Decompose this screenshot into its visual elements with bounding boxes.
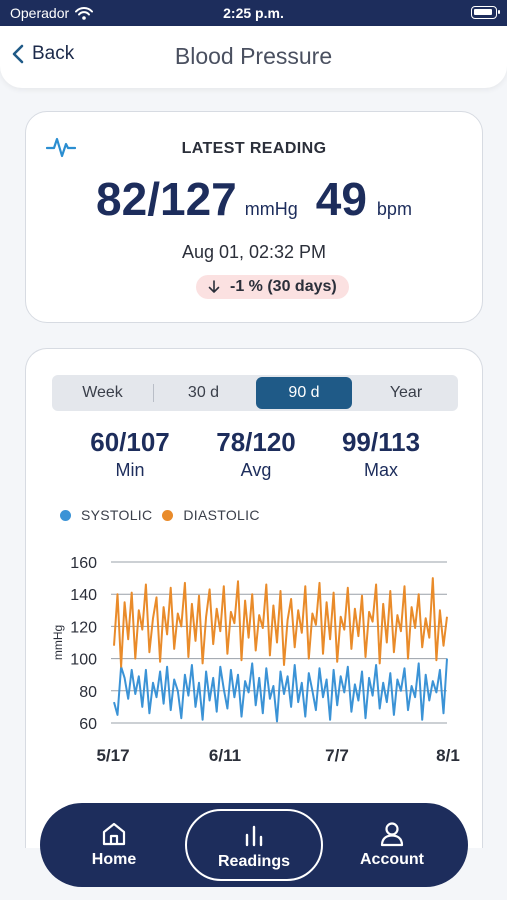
y-tick-label: 60 (79, 716, 97, 733)
pressure-unit: mmHg (244, 199, 298, 219)
stat-min-value: 60/107 (90, 427, 170, 457)
y-tick-label: 160 (70, 555, 97, 572)
x-tick-label: 7/7 (325, 746, 349, 765)
change-badge: -1 % (30 days) (196, 275, 349, 299)
clock: 2:25 p.m. (223, 5, 284, 21)
change-text: -1 % (30 days) (230, 278, 337, 295)
battery-icon (471, 6, 500, 19)
legend-systolic-label: SYSTOLIC (81, 507, 153, 523)
page-title: Blood Pressure (174, 43, 333, 69)
y-tick-label: 80 (79, 684, 97, 701)
stat-avg: 78/120 Avg (186, 427, 326, 481)
home-icon (102, 822, 126, 846)
bottom-tab-bar: Home Readings Account (40, 803, 468, 887)
stat-min-label: Min (115, 460, 145, 480)
range-tab-90d[interactable]: 90 d (256, 377, 352, 409)
x-tick-label: 6/11 (209, 746, 241, 765)
heartbeat-icon (46, 137, 76, 158)
stat-max-label: Max (363, 460, 398, 480)
tab-home-label: Home (91, 851, 137, 868)
tab-readings-label: Readings (217, 853, 290, 870)
series-line-systolic (113, 658, 448, 723)
diastolic-dot-icon (162, 509, 174, 521)
legend-item-diastolic: DIASTOLIC (162, 507, 259, 523)
tab-account-label: Account (360, 851, 424, 868)
x-tick-label: 5/17 (96, 746, 129, 765)
bp-chart: 60 80 100 120 140 160 mmHg 5/17 6/11 7/7 8/1 (51, 555, 460, 765)
reading-row: 82/127 mmHg 49 bpm (26, 172, 482, 226)
pulse-unit: bpm (376, 199, 412, 219)
range-tab-30d[interactable]: 30 d (187, 384, 220, 401)
bar-chart-icon (245, 825, 263, 847)
history-card: Week 30 d 90 d Year 60/107 Min 78/120 Av… (25, 348, 483, 848)
nav-header: Back Blood Pressure (0, 26, 507, 88)
legend-diastolic-label: DIASTOLIC (183, 507, 260, 523)
legend-item-systolic: SYSTOLIC (60, 507, 152, 523)
y-axis-label: mmHg (51, 625, 65, 660)
stat-max: 99/113 Max (311, 427, 451, 481)
pulse-value: 49 (315, 173, 367, 225)
segment-divider (153, 384, 154, 402)
wifi-icon (75, 6, 94, 20)
y-tick-label: 140 (70, 587, 97, 604)
x-tick-label: 8/1 (436, 746, 460, 765)
stat-avg-label: Avg (240, 460, 272, 480)
user-icon (380, 822, 404, 847)
tab-account[interactable]: Account (330, 803, 454, 887)
range-tab-year[interactable]: Year (389, 384, 423, 401)
range-selector: Week 30 d 90 d Year (52, 375, 458, 411)
tab-readings[interactable]: Readings (185, 809, 323, 881)
stat-max-value: 99/113 (341, 427, 421, 457)
back-label: Back (32, 43, 75, 64)
range-tab-week[interactable]: Week (82, 384, 123, 401)
arrow-down-icon (208, 280, 220, 293)
reading-date: Aug 01, 02:32 PM (181, 242, 327, 262)
latest-reading-label: LATEST READING (181, 140, 327, 157)
y-tick-label: 100 (70, 652, 97, 669)
carrier-label: Operador (10, 5, 70, 21)
stat-avg-value: 78/120 (216, 427, 296, 457)
back-button[interactable]: Back (12, 43, 74, 65)
carrier: Operador (10, 5, 94, 21)
stat-min: 60/107 Min (60, 427, 200, 481)
y-tick-label: 120 (70, 619, 97, 636)
chart-legend: SYSTOLIC DIASTOLIC (60, 507, 270, 523)
series-line-diastolic (113, 577, 448, 668)
pressure-value: 82/127 (96, 173, 237, 225)
latest-reading-card: LATEST READING 82/127 mmHg 49 bpm Aug 01, 0… (25, 111, 483, 323)
status-bar: Operador 2:25 p.m. (0, 0, 507, 26)
chevron-left-icon (12, 44, 24, 64)
systolic-dot-icon (60, 509, 71, 521)
tab-home[interactable]: Home (52, 803, 176, 887)
